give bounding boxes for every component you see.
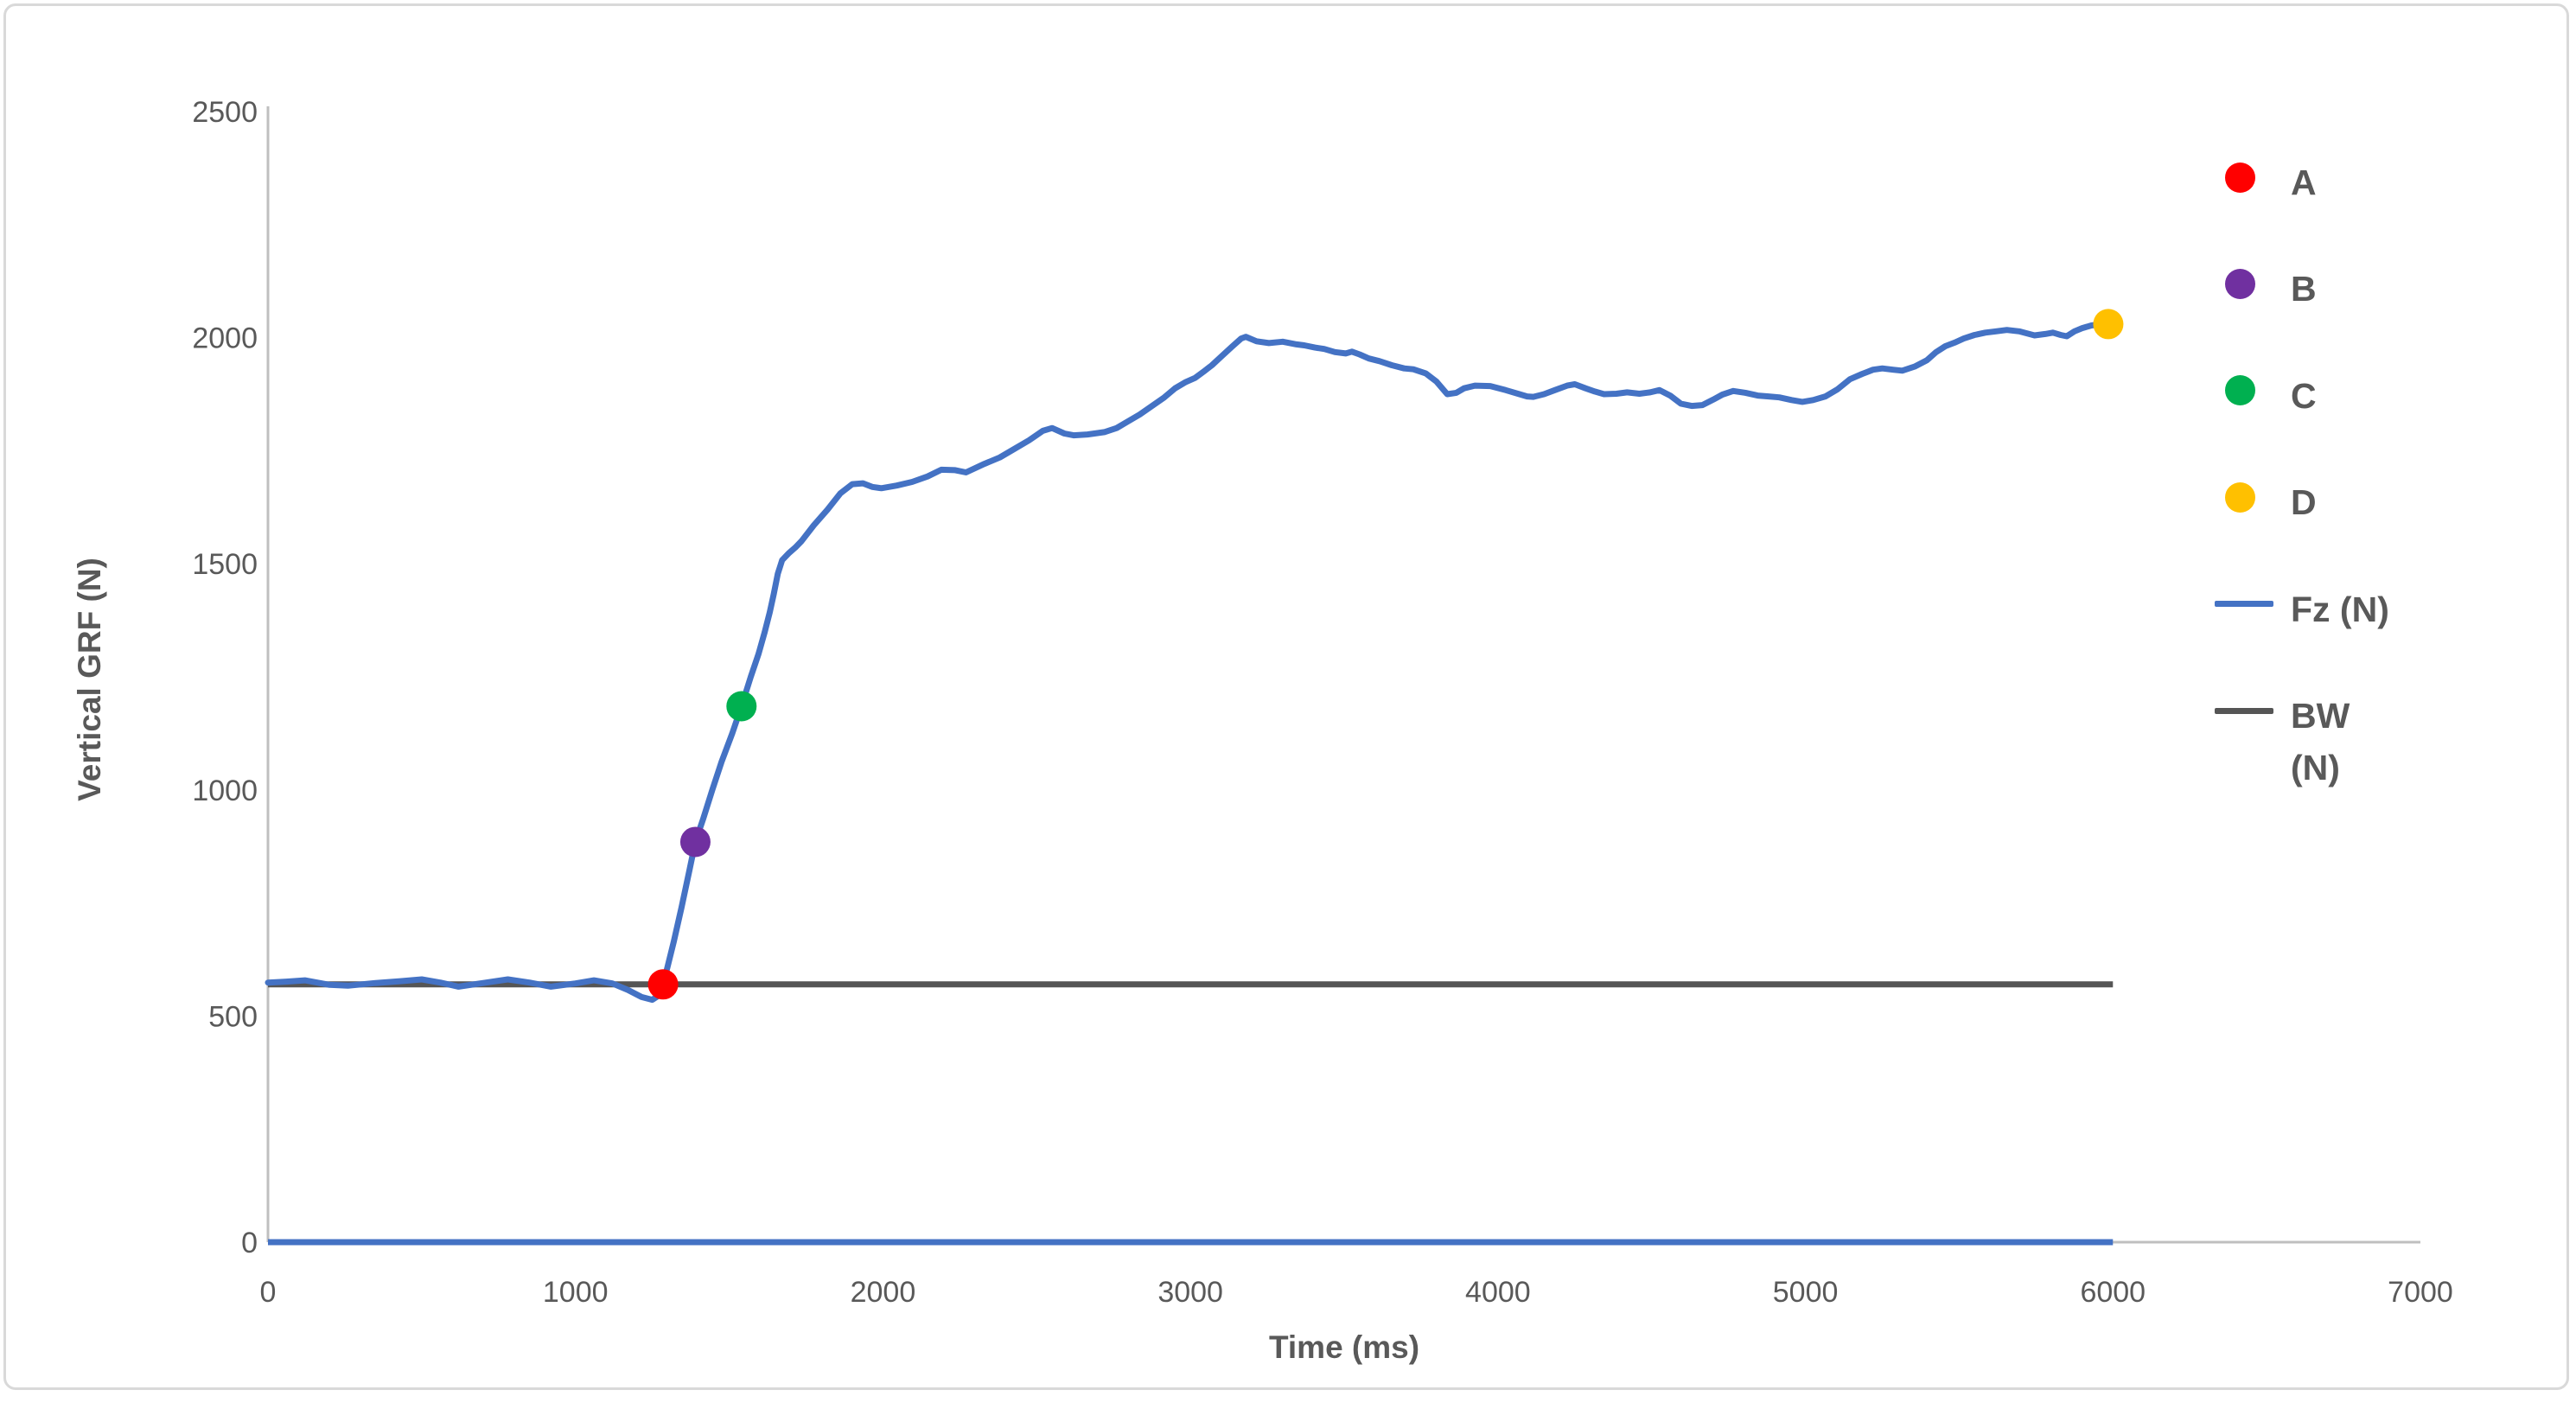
legend-label-b: B [2291,264,2317,315]
y-tick-label: 0 [241,1227,258,1259]
x-tick-label: 1000 [543,1276,609,1309]
y-axis-title: Vertical GRF (N) [72,558,107,801]
legend-swatch-wrap [2215,584,2277,624]
legend-dot-icon-c [2225,375,2255,406]
x-tick-label: 3000 [1157,1276,1223,1309]
legend-swatch-wrap [2215,371,2277,411]
legend-swatch-wrap [2215,157,2277,197]
legend-label-line: Fz (N) [2291,589,2389,629]
legend-line-icon-bw [2215,707,2273,714]
legend-label-bw: BW (N) [2291,691,2350,794]
legend-line-icon-fzn [2215,601,2273,608]
fz-series-line [265,320,2114,1004]
marker-d [2093,309,2124,340]
marker-c [726,691,757,722]
x-tick-label: 5000 [1773,1276,1839,1309]
marker-b [679,826,711,858]
legend-item-a: A [2215,157,2526,208]
legend-label-line: (N) [2291,747,2340,787]
y-tick-label: 1500 [192,548,258,581]
legend-label-line: A [2291,163,2317,202]
legend-label-line: C [2291,375,2317,416]
legend-label-d: D [2291,477,2317,528]
y-tick-label: 2500 [192,96,258,129]
legend-item-b: B [2215,264,2526,315]
legend-item-bw: BW (N) [2215,691,2526,794]
x-tick-label: 4000 [1465,1276,1531,1309]
legend-label-line: B [2291,269,2317,309]
chart-legend: A B C D Fz (N) BW (N) [2215,157,2526,794]
chart-frame [3,3,2569,1390]
y-tick-label: 1000 [192,775,258,807]
legend-label-c: C [2291,371,2317,422]
x-axis-title: Time (ms) [1268,1329,1420,1365]
legend-swatch-wrap [2215,264,2277,303]
x-tick-label: 0 [260,1276,277,1309]
legend-label-line: BW [2291,696,2350,736]
legend-dot-icon-b [2225,268,2255,299]
legend-swatch-wrap [2215,691,2277,730]
marker-a [647,969,679,1000]
legend-swatch-wrap [2215,477,2277,517]
legend-label-fzn: Fz (N) [2291,584,2389,635]
x-tick-label: 2000 [851,1276,916,1309]
legend-item-d: D [2215,477,2526,528]
legend-item-c: C [2215,371,2526,422]
x-tick-label: 6000 [2080,1276,2146,1309]
y-tick-label: 2000 [192,322,258,355]
legend-item-fzn: Fz (N) [2215,584,2526,635]
legend-label-a: A [2291,157,2317,208]
x-tick-label: 7000 [2388,1276,2453,1309]
legend-dot-icon-a [2225,162,2255,193]
legend-label-line: D [2291,482,2317,523]
legend-dot-icon-d [2225,481,2255,513]
y-tick-label: 500 [208,1000,258,1033]
